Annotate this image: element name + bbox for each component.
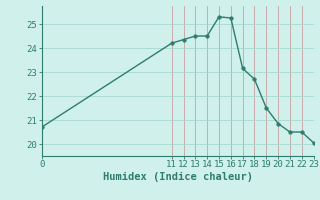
X-axis label: Humidex (Indice chaleur): Humidex (Indice chaleur) — [103, 172, 252, 182]
